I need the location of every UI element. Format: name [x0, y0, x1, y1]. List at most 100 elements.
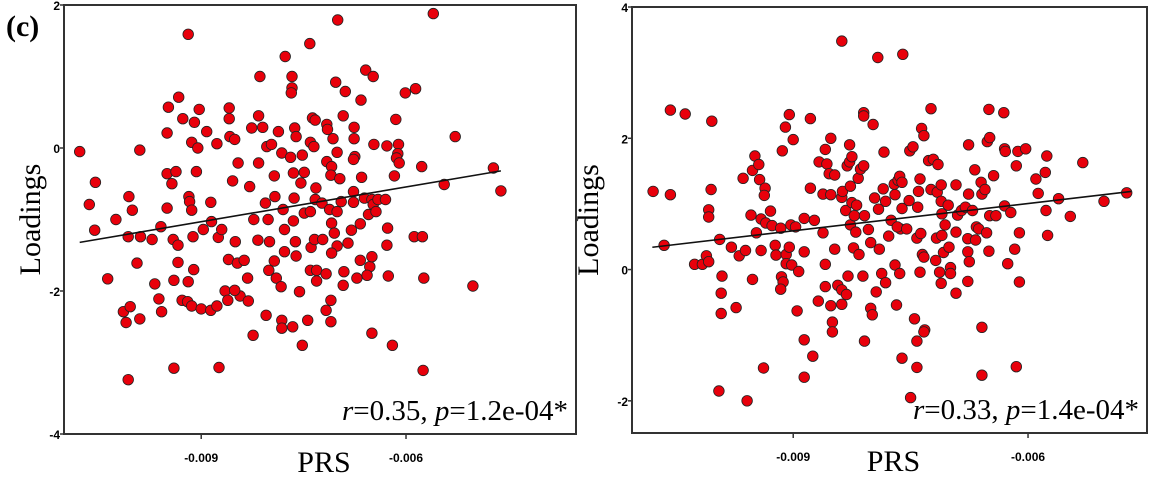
data-point [381, 140, 393, 152]
data-point [850, 226, 862, 238]
data-point [226, 175, 239, 187]
data-point [812, 295, 825, 307]
data-point [858, 110, 870, 122]
data-point [290, 130, 302, 143]
data-point [361, 269, 373, 282]
data-point [197, 223, 210, 236]
y-tick-label: 2 [53, 0, 60, 13]
data-point [918, 251, 930, 263]
data-point [890, 299, 903, 311]
data-point [730, 301, 742, 314]
data-point [769, 239, 781, 252]
y-tick-label: 0 [621, 264, 628, 278]
data-point [1039, 166, 1052, 179]
data-point [935, 179, 947, 191]
data-point [944, 267, 957, 280]
data-point [243, 180, 256, 193]
data-point [205, 196, 217, 209]
data-point [170, 165, 182, 178]
data-point [737, 172, 749, 185]
data-point [793, 265, 805, 278]
data-point [248, 213, 260, 226]
data-point [124, 301, 136, 313]
data-point [889, 188, 901, 201]
data-point [983, 245, 995, 257]
data-point [840, 288, 853, 301]
data-point [817, 227, 829, 239]
data-point [166, 177, 178, 190]
annotation-r-label: r [342, 395, 354, 427]
data-point [848, 209, 861, 222]
data-point [1064, 210, 1077, 223]
data-point [903, 194, 915, 207]
data-point [185, 204, 198, 216]
data-point [252, 110, 265, 122]
data-point [983, 103, 995, 116]
data-point [177, 112, 189, 125]
data-point [337, 279, 349, 292]
data-point [386, 339, 399, 352]
data-point [911, 335, 923, 347]
data-point [746, 273, 759, 286]
data-point [321, 123, 334, 136]
data-point [786, 259, 798, 271]
data-point [381, 222, 394, 234]
data-point [242, 295, 255, 307]
data-point [770, 249, 782, 261]
data-point [679, 108, 691, 120]
data-point [155, 220, 167, 233]
data-point [288, 192, 300, 204]
data-point [879, 277, 892, 289]
annotation-p-text: =1.4e-04* [1020, 394, 1139, 426]
data-point [101, 273, 114, 285]
data-point [715, 287, 727, 299]
data-point [862, 223, 875, 236]
data-point [168, 274, 180, 287]
data-point [703, 211, 715, 223]
data-point [962, 188, 975, 200]
data-point [355, 171, 368, 184]
data-point [325, 294, 337, 307]
data-point [366, 251, 378, 263]
data-point [275, 281, 287, 293]
data-point [182, 28, 194, 41]
data-point [155, 306, 168, 318]
annotation-r-label: r [913, 394, 925, 426]
data-point [347, 153, 360, 166]
data-point [969, 234, 982, 246]
data-point [1041, 229, 1054, 242]
x-axis-label: PRS [297, 446, 350, 477]
data-point [1032, 187, 1044, 200]
scatter-panel-1: -0.009 -0.006 2 0 -2 -4 PRS Loadings r=0.35, p=1… [14, 0, 577, 479]
data-point [706, 115, 718, 127]
data-point [904, 391, 917, 404]
data-point [962, 275, 974, 288]
data-point [807, 350, 819, 362]
data-point [310, 275, 323, 287]
data-point [764, 205, 777, 217]
data-point [73, 145, 86, 158]
data-point [783, 108, 796, 121]
data-point [1041, 150, 1053, 162]
data-point [836, 35, 848, 47]
data-point [844, 180, 857, 192]
data-point [348, 121, 360, 134]
data-point [327, 132, 339, 145]
data-point [865, 236, 877, 249]
data-point [963, 256, 976, 268]
data-point [289, 235, 302, 248]
data-point [185, 300, 198, 312]
data-point [252, 157, 265, 169]
data-point [850, 199, 863, 211]
data-point [911, 361, 923, 374]
data-point [257, 121, 269, 134]
data-point [950, 179, 962, 191]
data-point [187, 263, 200, 276]
data-point [89, 176, 102, 189]
data-point [739, 244, 752, 257]
data-point [819, 143, 832, 156]
data-point [161, 127, 173, 139]
data-point [1010, 361, 1023, 373]
data-point [868, 192, 881, 204]
data-point [891, 221, 904, 233]
